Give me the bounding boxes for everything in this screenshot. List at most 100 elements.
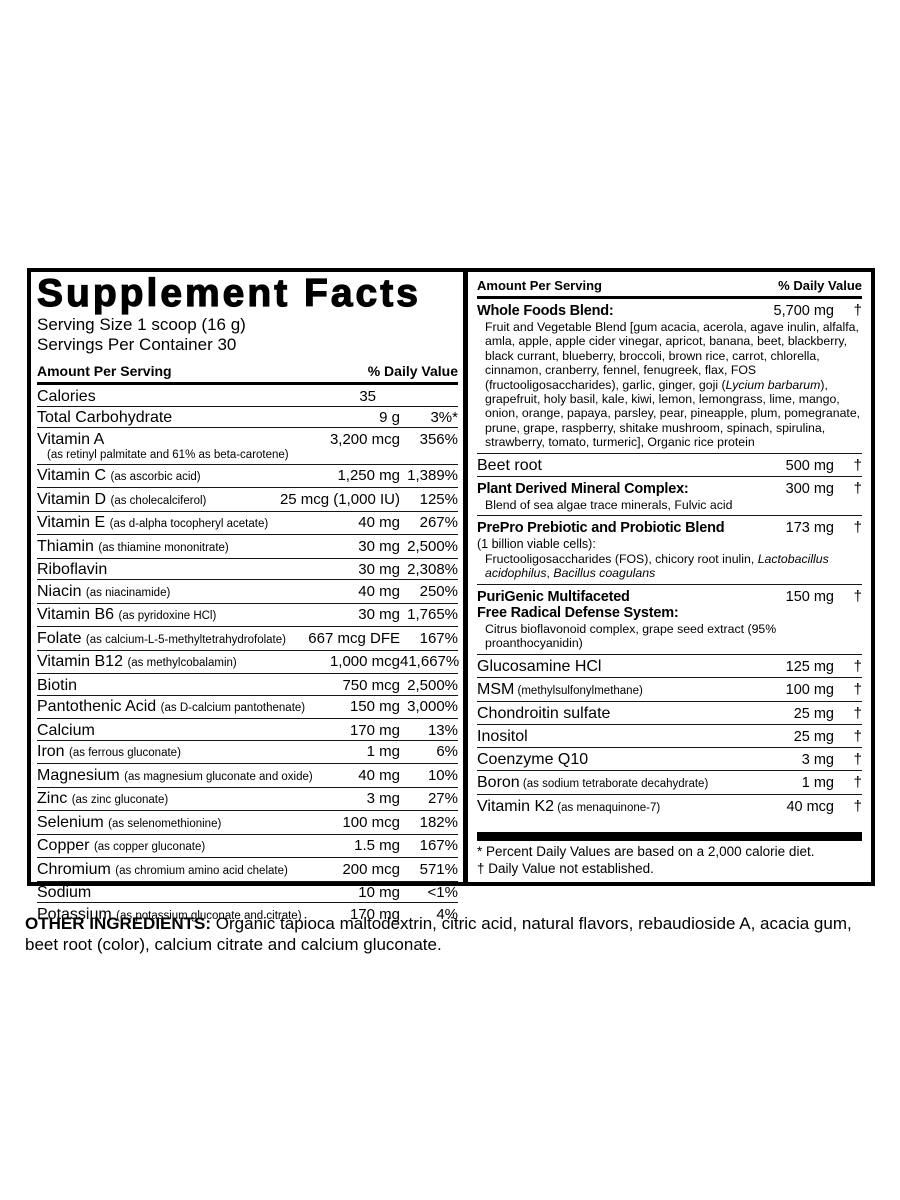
nutrient-name: Total Carbohydrate (37, 409, 173, 427)
blend-head: Chondroitin sulfate 25 mg † (477, 705, 862, 722)
nutrient-daily-value: <1% (427, 884, 458, 902)
nutrient-row: Biotin 750 mcg 2,500% (37, 673, 458, 695)
nutrient-amount: 30 mg (358, 561, 400, 579)
nutrient-name-cell: Copper (as copper gluconate) (37, 837, 350, 856)
ingredient-daily-value: † (853, 519, 862, 537)
nutrient-name-cell: Biotin (37, 677, 338, 694)
nutrient-amount: 170 mg (349, 721, 400, 739)
nutrient-name-cell: Folate (as calcium-L-5-methyltetrahydrof… (37, 630, 304, 649)
nutrient-daily-value: 125% (419, 490, 458, 508)
blend-head: Beet root 500 mg † (477, 457, 862, 474)
ingredient-amount: 25 mg (793, 705, 834, 722)
nutrient-amount: 1 mg (366, 743, 400, 761)
nutrient-amount: 1,250 mg (337, 467, 400, 485)
ingredient-source-note: (methylsulfonylmethane) (514, 684, 643, 697)
panel-title: Supplement Facts (36, 272, 421, 315)
left-table-header: Amount Per Serving % Daily Value (37, 361, 458, 386)
nutrient-row: Vitamin C (as ascorbic acid) 1,250 mg 1,… (37, 463, 458, 488)
ingredient-amount: 173 mg (785, 520, 834, 537)
nutrient-name-cell: Vitamin A (as retinyl palmitate and 61% … (37, 431, 326, 463)
nutrient-name-cell: Vitamin B12 (as methylcobalamin) (37, 653, 326, 672)
ingredient-name: Whole Foods Blend: (477, 303, 614, 319)
nutrient-amount: 1,000 mcg (329, 653, 400, 671)
nutrient-name-cell: Chromium (as chromium amino acid chelate… (37, 861, 338, 880)
nutrient-amount: 200 mcg (342, 860, 400, 878)
blend-section: Boron (as sodium tetraborate decahydrate… (477, 769, 862, 794)
nutrient-name: Potassium (37, 905, 112, 923)
ingredient-amount: 500 mg (785, 457, 834, 474)
ingredient-name: PrePro Prebiotic and Probiotic Blend (477, 520, 725, 537)
nutrient-source-note: (as D-calcium pantothenate) (160, 702, 306, 715)
nutrient-row: Calcium 170 mg 13% (37, 718, 458, 740)
nutrient-source-note: (as ferrous gluconate) (69, 747, 181, 760)
ingredient-name: PuriGenic Multifaceted Free Radical Defe… (477, 588, 679, 621)
other-ingredients-label: OTHER INGREDIENTS: (25, 914, 212, 933)
ingredient-amount: 5,700 mg (773, 303, 834, 319)
nutrient-source-note: (as magnesium gluconate and oxide) (124, 770, 313, 783)
blend-head: Vitamin K2 (as menaquinone-7) 40 mcg † (477, 798, 862, 816)
ingredient-amount: 3 mg (801, 751, 834, 768)
nutrient-source-note: (as pyridoxine HCl) (118, 610, 217, 623)
section-description: Fructooligosaccharides (FOS), chicory ro… (485, 552, 829, 581)
nutrient-table: Calories 35 Total Carbohydrate 9 g 3%* V… (37, 385, 459, 926)
nutrient-amount: 3 mg (366, 790, 400, 808)
nutrient-daily-value: 27% (427, 790, 458, 808)
nutrient-name: Copper (37, 837, 90, 855)
nutrient-name-cell: Riboflavin (37, 561, 354, 578)
ingredient-daily-value: † (853, 657, 862, 675)
nutrient-name-cell: Thiamin (as thiamine mononitrate) (37, 538, 354, 557)
nutrient-daily-value: 250% (419, 582, 458, 600)
ingredient-source-note: (as sodium tetraborate decahydrate) (519, 777, 709, 790)
daily-value-label: % Daily Value (367, 363, 458, 380)
nutrient-amount: 10 mg (358, 884, 400, 902)
serving-size: Serving Size 1 scoop (16 g) (37, 315, 246, 335)
nutrient-name: Vitamin B6 (37, 606, 115, 624)
nutrient-row: Iron (as ferrous gluconate) 1 mg 6% (37, 739, 458, 764)
nutrient-source-note: (as d-alpha tocopheryl acetate) (109, 518, 269, 531)
nutrient-source-note: (as methylcobalamin) (127, 657, 237, 670)
nutrient-name-cell: Vitamin E (as d-alpha tocopheryl acetate… (37, 514, 354, 533)
nutrient-amount: 170 mg (349, 905, 400, 923)
nutrient-name: Vitamin D (37, 490, 107, 508)
column-divider (463, 272, 468, 882)
ingredient-amount: 125 mg (785, 658, 834, 675)
blend-head: Coenzyme Q10 3 mg † (477, 751, 862, 768)
nutrient-name-cell: Pantothenic Acid (as D-calcium pantothen… (37, 698, 346, 717)
nutrient-row: Chromium (as chromium amino acid chelate… (37, 857, 458, 881)
servings-per-container: Servings Per Container 30 (37, 335, 237, 355)
nutrient-daily-value: 167% (419, 629, 458, 647)
nutrient-daily-value: 10% (427, 766, 458, 784)
nutrient-amount: 750 mcg (342, 676, 400, 694)
nutrient-source-note: (as calcium-L-5-methyltetrahydrofolate) (85, 633, 286, 646)
nutrient-daily-value: 2,308% (407, 561, 458, 579)
ingredient-daily-value: † (853, 479, 862, 497)
nutrient-row: Copper (as copper gluconate) 1.5 mg 167% (37, 833, 458, 858)
blend-section: MSM (methylsulfonylmethane) 100 mg † (477, 676, 862, 701)
nutrient-row: Vitamin D (as cholecalciferol) 25 mcg (1… (37, 487, 458, 511)
section-description: Fruit and Vegetable Blend [gum acacia, a… (485, 320, 861, 450)
nutrient-row: Selenium (as selenomethionine) 100 mcg 1… (37, 810, 458, 834)
nutrient-name: Niacin (37, 582, 82, 600)
nutrient-source-note: (as potassium gluconate and citrate) (116, 909, 302, 922)
ingredient-amount: 25 mg (793, 728, 834, 745)
nutrient-daily-value: 267% (419, 514, 458, 532)
blend-section: Inositol 25 mg † (477, 723, 862, 747)
footnote: † Daily Value not established. (477, 860, 654, 876)
left-column: Supplement Facts Serving Size 1 scoop (1… (31, 272, 463, 923)
nutrient-name-cell: Total Carbohydrate (37, 409, 375, 426)
nutrient-source-note-below: (as retinyl palmitate and 61% as beta-ca… (47, 448, 289, 461)
nutrient-daily-value: 1,389% (407, 467, 458, 485)
ingredient-name: Glucosamine HCl (477, 657, 602, 675)
ingredient-amount: 150 mg (785, 588, 834, 605)
nutrient-amount: 25 mcg (1,000 IU) (279, 490, 400, 508)
supplement-facts-panel: Supplement Facts Serving Size 1 scoop (1… (27, 268, 875, 923)
nutrient-row: Pantothenic Acid (as D-calcium pantothen… (37, 694, 458, 719)
ingredient-name: Chondroitin sulfate (477, 704, 611, 722)
blend-section: PrePro Prebiotic and Probiotic Blend 173… (477, 515, 862, 584)
nutrient-name: Magnesium (37, 766, 120, 784)
blend-section: PuriGenic Multifaceted Free Radical Defe… (477, 583, 862, 654)
nutrient-row: Potassium (as potassium gluconate and ci… (37, 902, 458, 926)
ingredient-daily-value: † (853, 797, 862, 815)
nutrient-amount: 100 mcg (342, 813, 400, 831)
nutrient-row: Niacin (as niacinamide) 40 mg 250% (37, 579, 458, 603)
